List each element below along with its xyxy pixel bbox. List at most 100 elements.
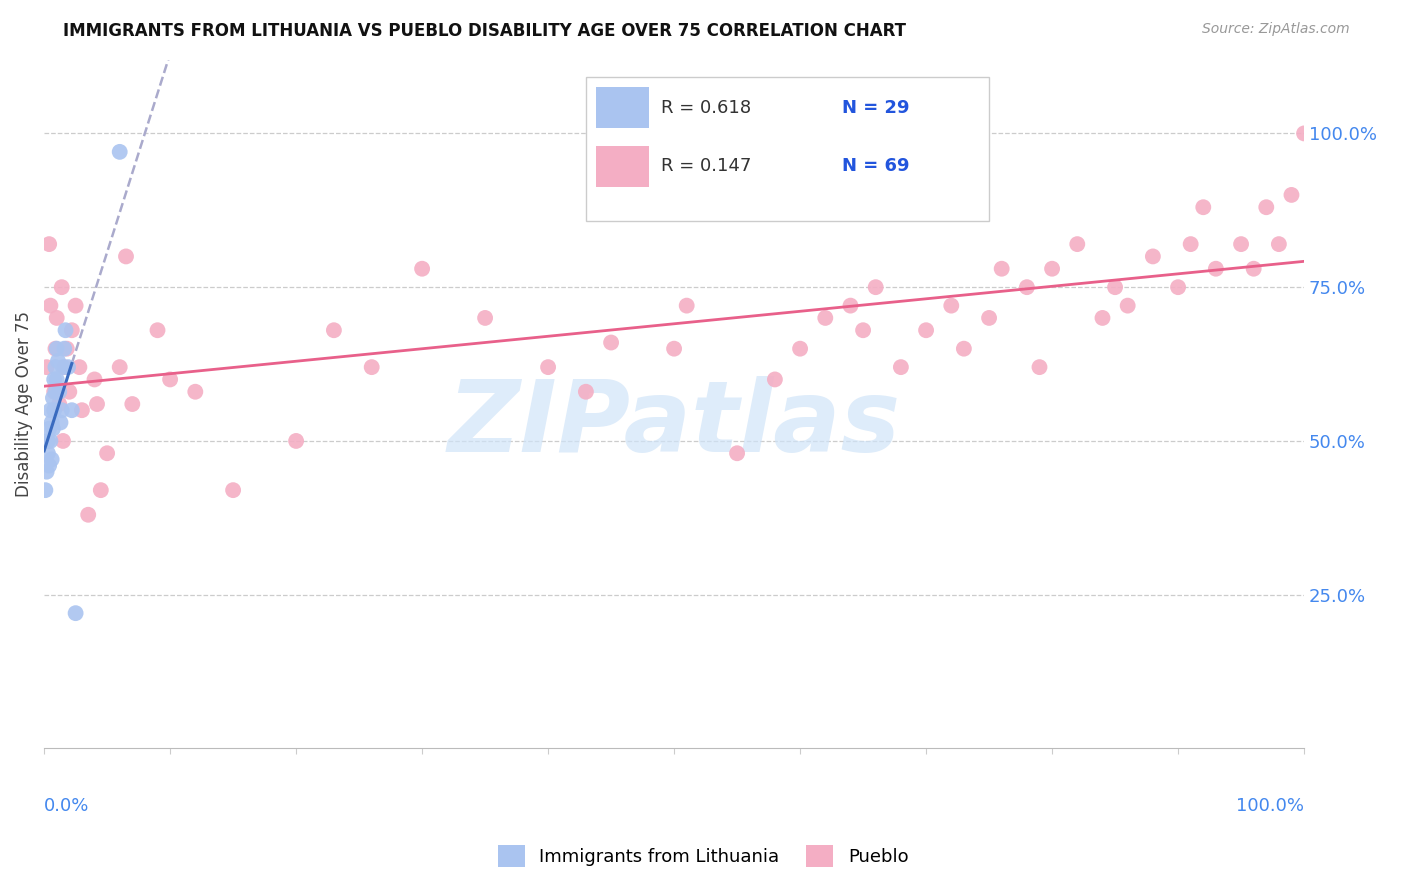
Point bbox=[1256, 200, 1278, 214]
Point bbox=[42, 391, 65, 405]
Point bbox=[70, 403, 93, 417]
Point bbox=[789, 342, 811, 356]
Point bbox=[35, 360, 58, 375]
Point bbox=[44, 372, 66, 386]
Point bbox=[60, 323, 83, 337]
Point bbox=[662, 342, 685, 356]
Point bbox=[45, 372, 67, 386]
Point bbox=[977, 310, 1000, 325]
Y-axis label: Disability Age Over 75: Disability Age Over 75 bbox=[15, 311, 32, 497]
Point bbox=[52, 434, 75, 448]
Point bbox=[48, 384, 70, 399]
FancyBboxPatch shape bbox=[596, 146, 650, 186]
Point bbox=[34, 483, 56, 497]
Point bbox=[537, 360, 560, 375]
Point bbox=[45, 342, 67, 356]
Point bbox=[865, 280, 887, 294]
Point bbox=[839, 299, 862, 313]
Point bbox=[1294, 127, 1316, 141]
Point bbox=[60, 403, 83, 417]
Point bbox=[38, 458, 60, 473]
Point bbox=[39, 434, 62, 448]
Point bbox=[411, 261, 433, 276]
Point bbox=[96, 446, 118, 460]
Point bbox=[108, 360, 131, 375]
Point bbox=[941, 299, 963, 313]
FancyBboxPatch shape bbox=[596, 87, 650, 128]
Point bbox=[44, 342, 66, 356]
Point bbox=[56, 360, 79, 375]
Point bbox=[48, 397, 70, 411]
Text: R = 0.618: R = 0.618 bbox=[661, 99, 752, 117]
Point bbox=[53, 342, 76, 356]
Point bbox=[45, 310, 67, 325]
Point bbox=[322, 323, 344, 337]
Text: 0.0%: 0.0% bbox=[44, 797, 90, 814]
Point bbox=[67, 360, 90, 375]
Point bbox=[77, 508, 100, 522]
Point bbox=[41, 452, 63, 467]
Point bbox=[953, 342, 976, 356]
Point bbox=[474, 310, 496, 325]
Point bbox=[51, 280, 73, 294]
Point bbox=[285, 434, 308, 448]
Point bbox=[675, 299, 697, 313]
Legend: Immigrants from Lithuania, Pueblo: Immigrants from Lithuania, Pueblo bbox=[491, 838, 915, 874]
Point bbox=[1180, 237, 1202, 252]
Point bbox=[1243, 261, 1265, 276]
Point bbox=[1230, 237, 1253, 252]
Point bbox=[1167, 280, 1189, 294]
Point bbox=[46, 354, 69, 368]
Point bbox=[52, 360, 75, 375]
Point bbox=[38, 237, 60, 252]
Point bbox=[37, 446, 59, 460]
Point bbox=[44, 403, 66, 417]
Text: Source: ZipAtlas.com: Source: ZipAtlas.com bbox=[1202, 22, 1350, 37]
Point bbox=[990, 261, 1012, 276]
Point bbox=[83, 372, 105, 386]
Text: IMMIGRANTS FROM LITHUANIA VS PUEBLO DISABILITY AGE OVER 75 CORRELATION CHART: IMMIGRANTS FROM LITHUANIA VS PUEBLO DISA… bbox=[63, 22, 907, 40]
Point bbox=[90, 483, 112, 497]
Point bbox=[44, 384, 66, 399]
Point bbox=[108, 145, 131, 159]
Point bbox=[86, 397, 108, 411]
Point bbox=[1015, 280, 1038, 294]
Point bbox=[1268, 237, 1291, 252]
Point bbox=[35, 465, 58, 479]
Point bbox=[222, 483, 245, 497]
Point bbox=[1066, 237, 1088, 252]
Point bbox=[184, 384, 207, 399]
Text: N = 69: N = 69 bbox=[842, 157, 910, 176]
Point bbox=[115, 249, 138, 263]
Point bbox=[360, 360, 382, 375]
Point bbox=[600, 335, 623, 350]
Point bbox=[56, 342, 79, 356]
Point bbox=[159, 372, 181, 386]
Point bbox=[1028, 360, 1050, 375]
Point bbox=[575, 384, 598, 399]
Point bbox=[49, 416, 72, 430]
Text: 100.0%: 100.0% bbox=[1236, 797, 1305, 814]
Point bbox=[37, 434, 59, 448]
Point bbox=[65, 606, 87, 620]
FancyBboxPatch shape bbox=[586, 77, 988, 221]
Text: R = 0.147: R = 0.147 bbox=[661, 157, 752, 176]
Point bbox=[146, 323, 169, 337]
Point bbox=[1040, 261, 1063, 276]
Point bbox=[763, 372, 786, 386]
Text: N = 29: N = 29 bbox=[842, 99, 910, 117]
Point bbox=[39, 403, 62, 417]
Point bbox=[65, 299, 87, 313]
Point bbox=[44, 360, 66, 375]
Point bbox=[890, 360, 912, 375]
Point bbox=[1142, 249, 1164, 263]
Point bbox=[41, 416, 63, 430]
Point bbox=[852, 323, 875, 337]
Point bbox=[1091, 310, 1114, 325]
Point bbox=[121, 397, 143, 411]
Point bbox=[1281, 188, 1303, 202]
Point bbox=[725, 446, 748, 460]
Point bbox=[51, 403, 73, 417]
Point bbox=[55, 323, 77, 337]
Point bbox=[38, 422, 60, 436]
